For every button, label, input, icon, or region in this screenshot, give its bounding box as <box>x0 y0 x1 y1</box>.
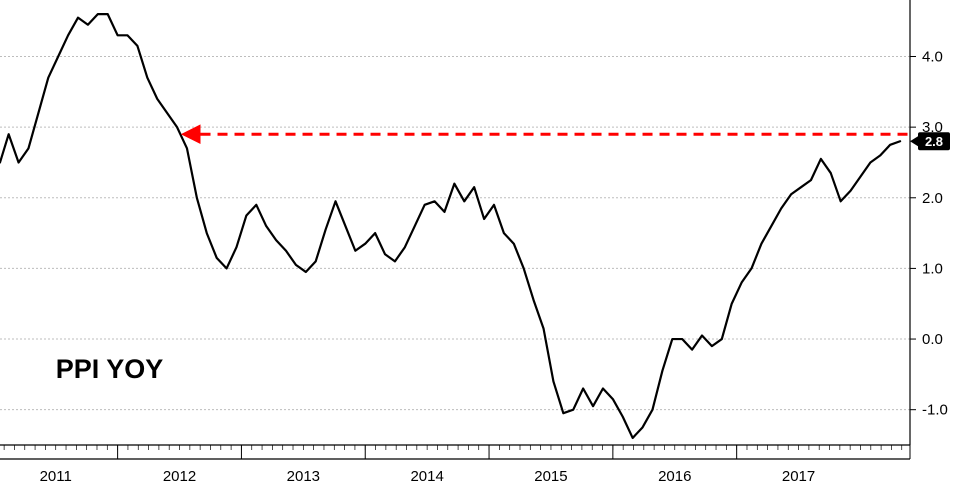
x-tick-label: 2011 <box>40 468 72 485</box>
x-tick-label: 2017 <box>782 468 815 485</box>
x-tick-label: 2015 <box>534 468 567 485</box>
y-tick-label: 1.0 <box>922 260 943 277</box>
chart-svg: -1.00.01.02.03.04.0201120122013201420152… <box>0 0 959 503</box>
chart-bg <box>0 0 959 503</box>
x-tick-label: 2013 <box>287 468 320 485</box>
y-tick-label: 0.0 <box>922 331 943 348</box>
y-tick-label: 4.0 <box>922 49 943 66</box>
x-tick-label: 2012 <box>163 468 196 485</box>
ppi-yoy-chart: -1.00.01.02.03.04.0201120122013201420152… <box>0 0 959 503</box>
last-value-text: 2.8 <box>925 134 943 149</box>
y-tick-label: 2.0 <box>922 190 943 207</box>
x-tick-label: 2014 <box>410 468 443 485</box>
y-tick-label: -1.0 <box>922 402 948 419</box>
x-tick-label: 2016 <box>658 468 691 485</box>
annotation-label: PPI YOY <box>56 354 164 384</box>
